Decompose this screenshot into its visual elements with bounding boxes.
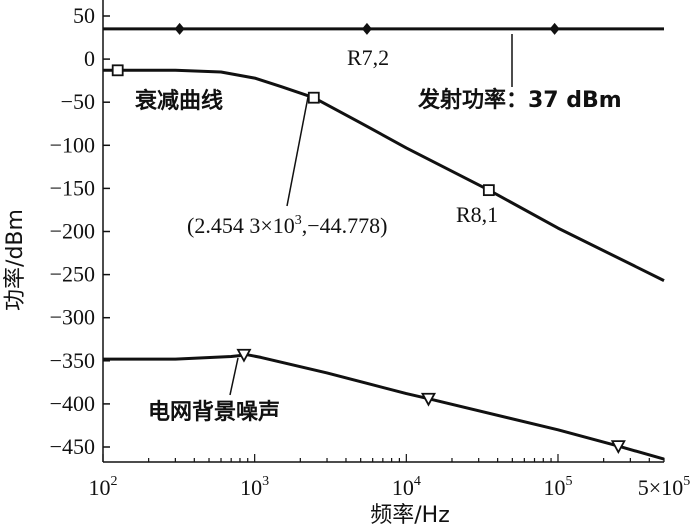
y-tick-label: −100 xyxy=(50,132,95,157)
annotation-decay-curve: 衰减曲线 xyxy=(134,88,223,114)
annotation-point-exponent: 3 xyxy=(295,213,302,228)
noise-leader-line xyxy=(229,357,239,396)
marker-square xyxy=(307,91,320,104)
y-tick-label: −350 xyxy=(50,348,95,373)
y-axis-title: 功率/dBm xyxy=(3,209,28,311)
marker-triangle xyxy=(610,440,626,455)
marker-diamond xyxy=(361,22,372,35)
annotation-point-value: (2.454 3×103,−44.778) xyxy=(187,213,387,238)
y-tick-label: −300 xyxy=(50,305,95,330)
annotation-r72: R7,2 xyxy=(347,45,389,70)
annotation-point-base: (2.454 3×10 xyxy=(187,213,295,238)
x-axis-ticks: 102 103 104 105 5×105 xyxy=(89,454,690,500)
y-tick-label: 50 xyxy=(73,3,95,28)
x-tick-label: 104 xyxy=(392,474,421,500)
y-tick-label: −400 xyxy=(50,391,95,416)
point-leader-line xyxy=(286,96,309,207)
y-tick-label: −150 xyxy=(50,175,95,200)
marker-square xyxy=(111,64,124,77)
marker-diamond xyxy=(549,22,560,35)
series-line-3 xyxy=(103,353,665,461)
y-axis-ticks: 50 0 −50 −100 −150 −200 −250 −300 −350 −400 −450 xyxy=(50,3,110,459)
marker-diamond xyxy=(174,22,185,35)
marker-triangle xyxy=(420,392,437,407)
annotation-tx-power: 发射功率：37 dBm xyxy=(417,87,622,113)
marker-triangle xyxy=(236,348,252,363)
y-tick-label: −450 xyxy=(50,434,95,459)
x-tick-label: 5×105 xyxy=(638,474,690,500)
x-tick-label: 105 xyxy=(543,474,572,500)
y-tick-label: −200 xyxy=(50,219,95,244)
annotations: R7,2 发射功率：37 dBm 衰减曲线 (2.454 3×103,−44.7… xyxy=(134,34,622,425)
markers-layer xyxy=(111,22,626,455)
x-tick-label: 102 xyxy=(89,474,118,500)
y-tick-label: −250 xyxy=(50,262,95,287)
y-tick-label: 0 xyxy=(84,46,95,71)
annotation-r81: R8,1 xyxy=(456,202,498,227)
marker-square xyxy=(482,184,495,197)
x-tick-label: 103 xyxy=(240,474,269,500)
annotation-grid-noise: 电网背景噪声 xyxy=(148,400,280,425)
x-axis-title: 频率/Hz xyxy=(370,503,450,528)
y-tick-label: −50 xyxy=(61,89,95,114)
annotation-point-tail: ,−44.778) xyxy=(302,213,388,238)
